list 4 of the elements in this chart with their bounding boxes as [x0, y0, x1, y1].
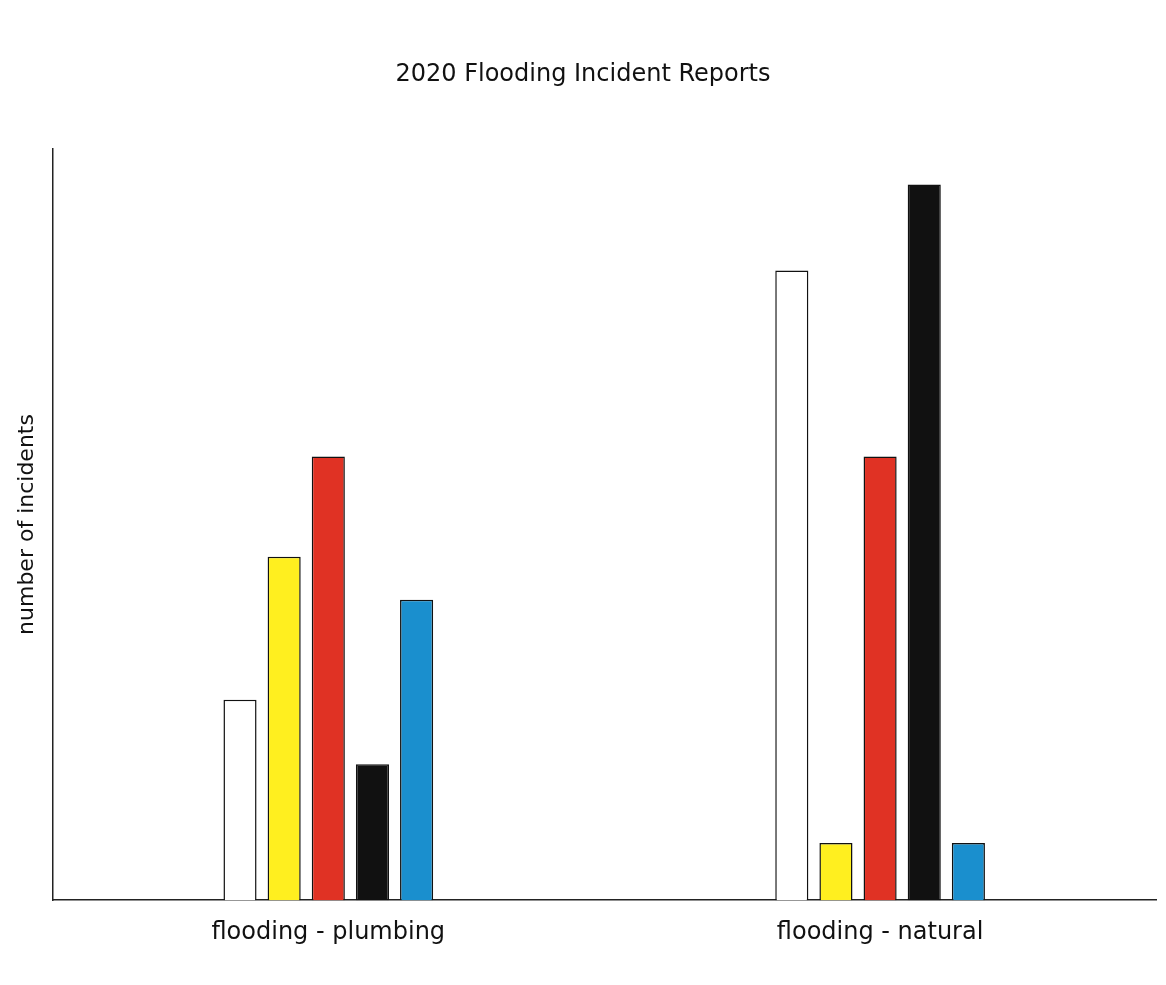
y-axis-title: number of incidents [12, 414, 38, 635]
x-tick-label: flooding - natural [776, 916, 984, 945]
x-tick-label: flooding - plumbing [211, 916, 446, 945]
chart-title: 2020 Flooding Incident Reports [395, 58, 771, 87]
